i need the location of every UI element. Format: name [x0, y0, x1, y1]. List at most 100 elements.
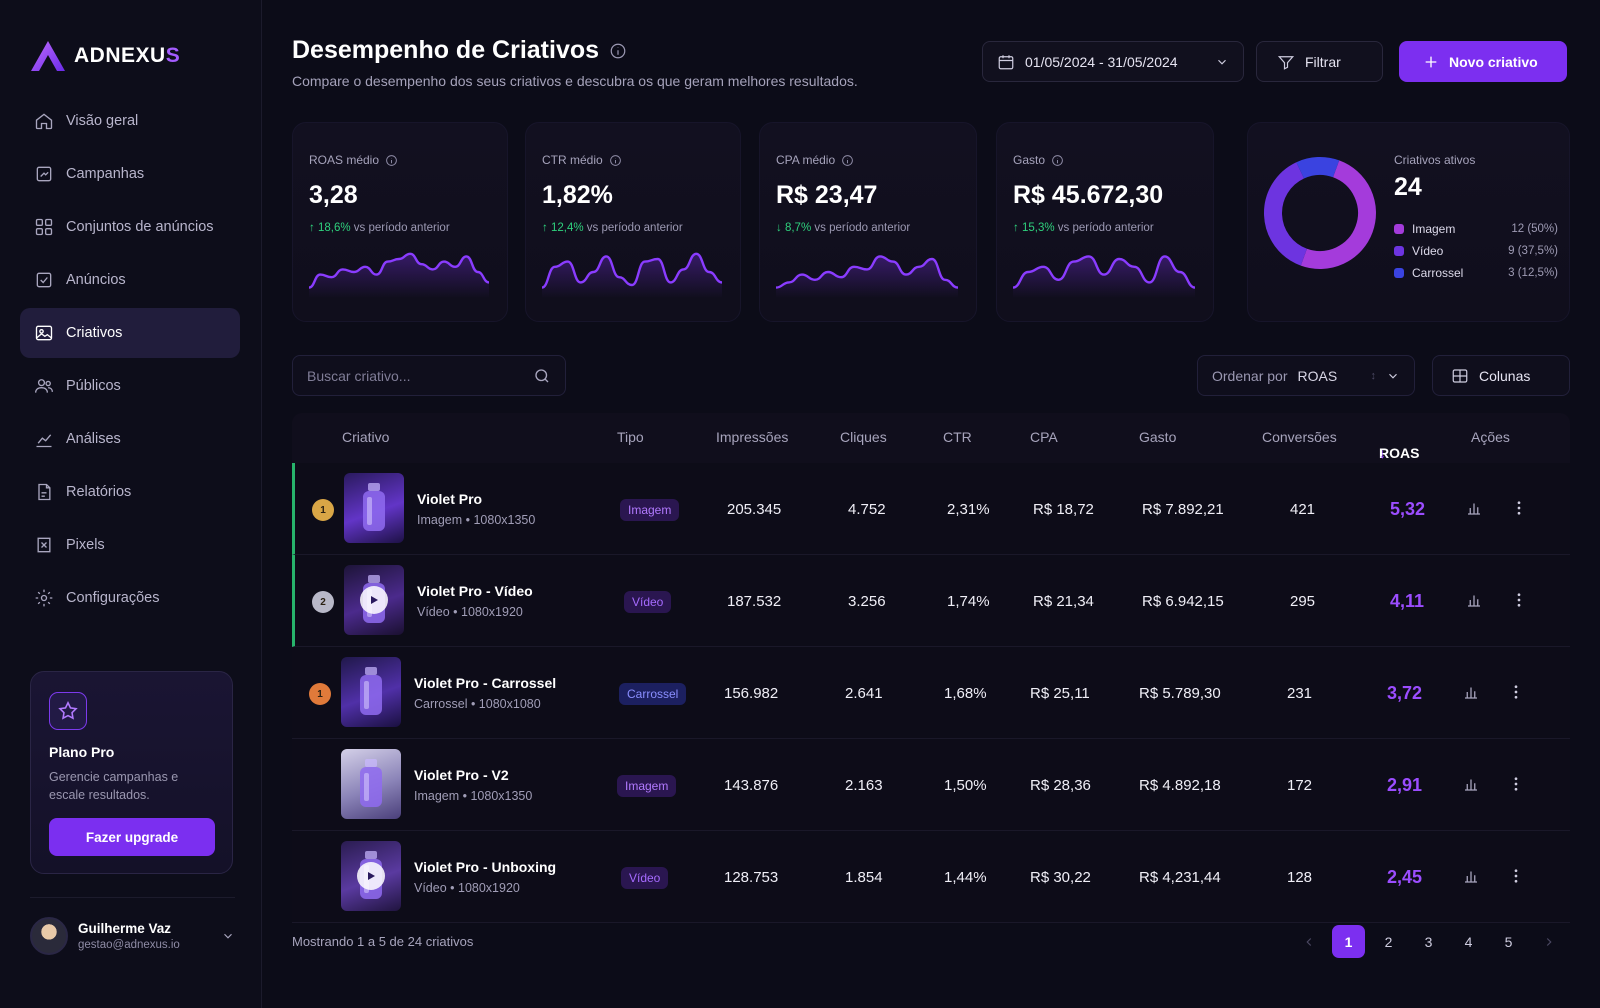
- info-icon[interactable]: [609, 42, 627, 60]
- sidebar-nav: Visão geral Campanhas Conjuntos de anúncio…: [20, 96, 240, 626]
- impressions-cell: 187.532: [727, 593, 782, 610]
- more-actions-button[interactable]: [1507, 775, 1525, 798]
- creative-name[interactable]: Violet Pro: [417, 491, 483, 507]
- more-actions-button[interactable]: [1510, 591, 1528, 614]
- info-icon[interactable]: [841, 154, 854, 167]
- more-actions-button[interactable]: [1507, 867, 1525, 890]
- creative-name[interactable]: Violet Pro - Unboxing: [414, 859, 557, 875]
- creative-thumbnail[interactable]: [341, 657, 401, 727]
- page-button[interactable]: 5: [1504, 933, 1513, 950]
- analytics-button[interactable]: [1462, 775, 1480, 798]
- creative-name[interactable]: Violet Pro - V2: [414, 767, 509, 783]
- analytics-button[interactable]: [1462, 683, 1480, 706]
- creative-thumbnail[interactable]: [344, 473, 404, 543]
- search-box[interactable]: [292, 355, 566, 396]
- more-actions-button[interactable]: [1507, 683, 1525, 706]
- rank-medal-icon: 1: [312, 499, 334, 521]
- adsets-icon: [35, 218, 53, 236]
- gear-icon: [35, 589, 53, 607]
- creative-name[interactable]: Violet Pro - Vídeo: [417, 583, 533, 599]
- sidebar-item-análises[interactable]: Análises: [20, 414, 240, 464]
- search-icon[interactable]: [533, 367, 551, 385]
- play-icon[interactable]: [360, 586, 388, 614]
- more-vertical-icon: [1517, 501, 1521, 515]
- sidebar-item-conjuntos-de-anúncios[interactable]: Conjuntos de anúncios: [20, 202, 240, 252]
- sidebar-item-configurações[interactable]: Configurações: [20, 573, 240, 623]
- chevron-left-icon: [1305, 937, 1311, 946]
- kpi-card: CPA médio R$ 23,47 ↓ 8,7% vs período anter…: [759, 122, 977, 322]
- col-cpa[interactable]: CPA: [1030, 429, 1058, 445]
- sort-select[interactable]: Ordenar por ROAS ↕: [1197, 355, 1415, 396]
- sidebar: ADNEXUS Visão geral Campanhas Conjuntos de…: [0, 0, 262, 1008]
- col-creative[interactable]: Criativo: [342, 429, 390, 445]
- user-profile[interactable]: Guilherme Vaz gestao@adnexus.io: [30, 897, 235, 957]
- new-creative-button[interactable]: Novo criativo: [1399, 41, 1567, 82]
- donut-slice-imagem: [1300, 160, 1376, 269]
- creative-thumbnail[interactable]: [341, 749, 401, 819]
- table-row[interactable]: Violet Pro - V2 Imagem • 1080x1350 Imagem 1…: [292, 739, 1570, 831]
- prev-page-button[interactable]: [1292, 925, 1325, 958]
- play-icon[interactable]: [357, 862, 385, 890]
- sidebar-item-label: Públicos: [66, 378, 121, 394]
- page-button[interactable]: 2: [1384, 933, 1393, 950]
- sidebar-item-visão-geral[interactable]: Visão geral: [20, 96, 240, 146]
- report-icon: [38, 483, 51, 501]
- active-creatives-value: 24: [1394, 173, 1422, 201]
- kpi-label: ROAS médio: [309, 153, 491, 167]
- roas-cell: 4,11: [1390, 591, 1425, 611]
- legend-swatch: [1394, 224, 1404, 234]
- product-bottle-icon: [363, 483, 385, 531]
- creative-thumbnail[interactable]: [344, 565, 404, 635]
- chevron-down-icon[interactable]: [221, 929, 235, 943]
- more-actions-button[interactable]: [1510, 499, 1528, 522]
- page-button[interactable]: 4: [1464, 933, 1473, 950]
- creative-name[interactable]: Violet Pro - Carrossel: [414, 675, 557, 691]
- analytics-button[interactable]: [1465, 499, 1483, 522]
- next-page-button[interactable]: [1532, 925, 1565, 958]
- creative-thumbnail[interactable]: [341, 841, 401, 911]
- table-row[interactable]: 2 Violet Pro - Vídeo Vídeo • 1080x1920 Víde…: [292, 555, 1570, 647]
- cpa-cell: R$ 25,11: [1030, 685, 1090, 702]
- sidebar-item-pixels[interactable]: Pixels: [20, 520, 240, 570]
- columns-button[interactable]: Colunas: [1432, 355, 1570, 396]
- sidebar-item-criativos[interactable]: Criativos: [20, 308, 240, 358]
- impressions-cell: 205.345: [727, 501, 782, 518]
- search-input[interactable]: [307, 367, 517, 384]
- home-icon: [35, 113, 53, 130]
- col-conversions[interactable]: Conversões: [1262, 429, 1337, 445]
- sidebar-item-anúncios[interactable]: Anúncios: [20, 255, 240, 305]
- sidebar-item-públicos[interactable]: Públicos: [20, 361, 240, 411]
- pixel-icon: [37, 537, 51, 553]
- col-spend[interactable]: Gasto: [1139, 429, 1177, 445]
- info-icon[interactable]: [385, 154, 398, 167]
- analytics-button[interactable]: [1465, 591, 1483, 614]
- col-impressions[interactable]: Impressões: [716, 429, 789, 445]
- col-clicks[interactable]: Cliques: [840, 429, 887, 445]
- avatar: [30, 916, 68, 955]
- table-row[interactable]: 1 Violet Pro - Carrossel Carrossel • 1080x…: [292, 647, 1570, 739]
- info-icon[interactable]: [609, 154, 622, 167]
- table-row[interactable]: 1 Violet Pro Imagem • 1080x1350 Imagem 205.3…: [292, 463, 1570, 555]
- date-range-value: 01/05/2024 - 31/05/2024: [1025, 53, 1178, 70]
- sidebar-item-relatórios[interactable]: Relatórios: [20, 467, 240, 517]
- kpi-value: 3,28: [309, 181, 358, 209]
- type-badge: Imagem: [617, 775, 677, 797]
- kpi-sparkline: [776, 255, 958, 298]
- page-button[interactable]: 3: [1424, 933, 1433, 950]
- col-type[interactable]: Tipo: [617, 429, 644, 445]
- upgrade-button[interactable]: Fazer upgrade: [49, 818, 215, 856]
- page-button[interactable]: 1: [1332, 925, 1365, 958]
- product-bottle-icon: [360, 759, 382, 807]
- brand-logo[interactable]: ADNEXUS: [30, 40, 180, 72]
- type-badge: Vídeo: [624, 591, 672, 613]
- filter-button[interactable]: Filtrar: [1256, 41, 1383, 82]
- delta-arrow-icon: ↓: [776, 222, 785, 234]
- analytics-button[interactable]: [1462, 867, 1480, 890]
- col-ctr[interactable]: CTR: [943, 429, 972, 445]
- sidebar-item-campanhas[interactable]: Campanhas: [20, 149, 240, 199]
- date-range-picker[interactable]: 01/05/2024 - 31/05/2024: [982, 41, 1244, 82]
- info-icon[interactable]: [1051, 154, 1064, 167]
- table-row[interactable]: Violet Pro - Unboxing Vídeo • 1080x1920 Ví…: [292, 831, 1570, 923]
- roas-cell: 3,72: [1387, 683, 1423, 703]
- donut-slice-vídeo: [1264, 162, 1308, 266]
